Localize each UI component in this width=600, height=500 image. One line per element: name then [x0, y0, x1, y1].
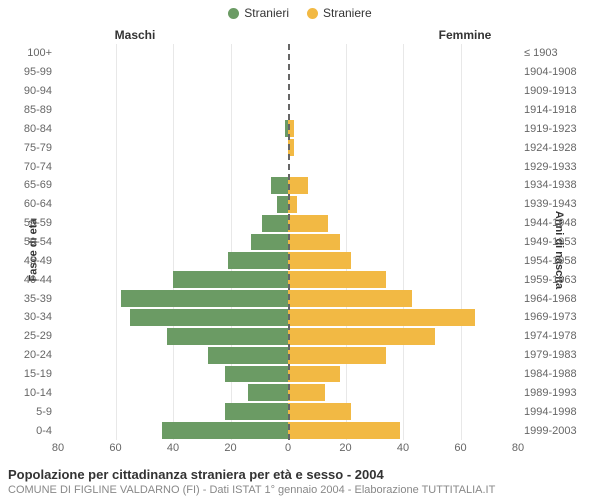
bar-male [162, 422, 289, 439]
bar-female [288, 234, 340, 251]
bar-female [288, 290, 412, 307]
header-right: Femmine [300, 28, 600, 42]
bar-male [121, 290, 288, 307]
bar-female [288, 384, 325, 401]
bar-male [208, 347, 289, 364]
y-tick-age: 85-89 [0, 105, 56, 116]
bar-male [248, 384, 288, 401]
x-tick: 80 [512, 442, 524, 454]
y-tick-birth: 1999-2003 [520, 426, 600, 437]
x-tick: 0 [285, 442, 291, 454]
y-tick-birth: 1954-1958 [520, 256, 600, 267]
bar-female [288, 328, 435, 345]
y-tick-age: 30-34 [0, 312, 56, 323]
bar-male [271, 177, 288, 194]
bar-female [288, 177, 308, 194]
y-tick-birth: 1919-1923 [520, 124, 600, 135]
column-headers: Maschi Femmine [0, 28, 600, 42]
legend-male: Stranieri [228, 6, 289, 20]
bar-female [288, 252, 351, 269]
chart-area [58, 44, 518, 440]
y-axis-left: 100+ 95-99 90-94 85-89 80-84 75-79 70-74 65-69 6… [0, 44, 56, 440]
x-tick: 80 [52, 442, 64, 454]
bar-male [262, 215, 288, 232]
y-tick-age: 20-24 [0, 350, 56, 361]
legend: Stranieri Straniere [0, 0, 600, 20]
y-tick-age: 100+ [0, 48, 56, 59]
bar-female [288, 309, 475, 326]
y-tick-birth: 1929-1933 [520, 162, 600, 173]
legend-label-male: Stranieri [244, 6, 289, 20]
legend-female: Straniere [307, 6, 372, 20]
x-tick: 40 [167, 442, 179, 454]
y-tick-age: 5-9 [0, 407, 56, 418]
bar-female [288, 366, 340, 383]
chart-title: Popolazione per cittadinanza straniera p… [8, 467, 592, 482]
y-tick-age: 80-84 [0, 124, 56, 135]
y-tick-birth: 1989-1993 [520, 388, 600, 399]
y-tick-birth: 1984-1988 [520, 369, 600, 380]
bar-male [277, 196, 289, 213]
bar-female [288, 271, 386, 288]
legend-swatch-female [307, 8, 318, 19]
y-tick-age: 35-39 [0, 294, 56, 305]
bar-male [130, 309, 288, 326]
x-tick: 20 [224, 442, 236, 454]
bar-male [173, 271, 288, 288]
bar-male [225, 403, 288, 420]
y-tick-birth: 1974-1978 [520, 331, 600, 342]
bar-female [288, 215, 328, 232]
y-axis-right: ≤ 1903 1904-1908 1909-1913 1914-1918 1919-19… [520, 44, 600, 440]
y-tick-age: 60-64 [0, 199, 56, 210]
y-tick-birth: 1914-1918 [520, 105, 600, 116]
chart-subtitle: COMUNE DI FIGLINE VALDARNO (FI) - Dati I… [8, 484, 592, 496]
y-tick-age: 75-79 [0, 143, 56, 154]
y-tick-birth: 1939-1943 [520, 199, 600, 210]
legend-swatch-male [228, 8, 239, 19]
y-tick-birth: 1949-1953 [520, 237, 600, 248]
footer: Popolazione per cittadinanza straniera p… [8, 467, 592, 496]
y-tick-birth: ≤ 1903 [520, 48, 600, 59]
y-tick-birth: 1904-1908 [520, 67, 600, 78]
y-tick-birth: 1964-1968 [520, 294, 600, 305]
y-tick-age: 40-44 [0, 275, 56, 286]
y-tick-age: 10-14 [0, 388, 56, 399]
y-tick-birth: 1924-1928 [520, 143, 600, 154]
y-tick-birth: 1994-1998 [520, 407, 600, 418]
center-line [288, 44, 290, 440]
x-tick: 60 [454, 442, 466, 454]
bar-female [288, 347, 386, 364]
legend-label-female: Straniere [323, 6, 372, 20]
y-tick-birth: 1959-1963 [520, 275, 600, 286]
y-tick-age: 65-69 [0, 180, 56, 191]
bar-male [225, 366, 288, 383]
y-tick-age: 95-99 [0, 67, 56, 78]
x-tick: 20 [339, 442, 351, 454]
header-left: Maschi [0, 28, 300, 42]
bar-male [167, 328, 288, 345]
y-tick-birth: 1969-1973 [520, 312, 600, 323]
y-tick-age: 25-29 [0, 331, 56, 342]
x-tick: 60 [109, 442, 121, 454]
bar-female [288, 403, 351, 420]
bar-male [228, 252, 288, 269]
y-tick-birth: 1934-1938 [520, 180, 600, 191]
y-tick-birth: 1909-1913 [520, 86, 600, 97]
y-tick-age: 0-4 [0, 426, 56, 437]
y-tick-age: 90-94 [0, 86, 56, 97]
bar-female [288, 422, 400, 439]
y-tick-birth: 1944-1948 [520, 218, 600, 229]
y-tick-age: 50-54 [0, 237, 56, 248]
x-tick: 40 [397, 442, 409, 454]
x-axis: 80604020020406080 [58, 442, 518, 456]
y-tick-age: 45-49 [0, 256, 56, 267]
y-tick-age: 70-74 [0, 162, 56, 173]
bar-male [251, 234, 288, 251]
y-tick-age: 15-19 [0, 369, 56, 380]
y-tick-age: 55-59 [0, 218, 56, 229]
y-tick-birth: 1979-1983 [520, 350, 600, 361]
